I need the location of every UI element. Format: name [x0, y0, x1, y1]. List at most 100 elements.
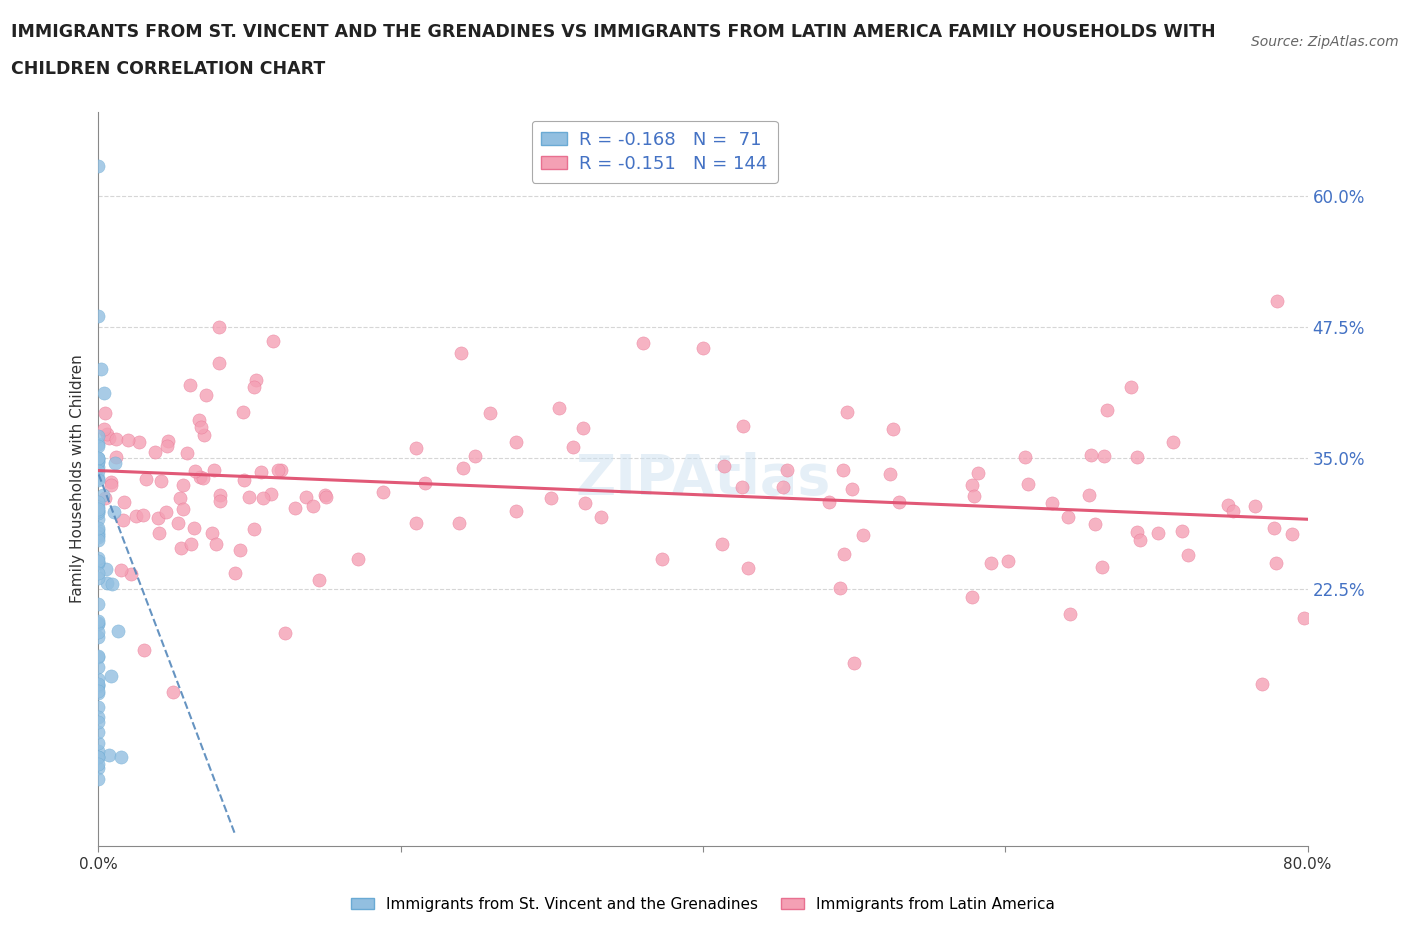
- Immigrants from Latin America: [889, 495, 911, 510]
- Immigrants from Latin America: [98, 431, 121, 445]
- Immigrants from Latin America: [1092, 448, 1115, 463]
- Immigrants from Latin America: [156, 438, 179, 453]
- Immigrants from St. Vincent and the Grenadines: [87, 772, 110, 787]
- Immigrants from St. Vincent and the Grenadines: [87, 551, 110, 565]
- Immigrants from St. Vincent and the Grenadines: [87, 451, 110, 466]
- Immigrants from Latin America: [295, 489, 318, 504]
- Immigrants from Latin America: [960, 478, 983, 493]
- Immigrants from Latin America: [179, 537, 201, 551]
- Immigrants from Latin America: [250, 464, 273, 479]
- Immigrants from Latin America: [1161, 434, 1184, 449]
- Immigrants from Latin America: [148, 511, 170, 525]
- Immigrants from Latin America: [167, 516, 190, 531]
- Immigrants from Latin America: [346, 552, 368, 567]
- Immigrants from Latin America: [1014, 450, 1036, 465]
- Immigrants from St. Vincent and the Grenadines: [87, 677, 110, 692]
- Immigrants from St. Vincent and the Grenadines: [94, 561, 117, 576]
- Immigrants from Latin America: [262, 333, 284, 348]
- Immigrants from Latin America: [228, 543, 250, 558]
- Immigrants from Latin America: [183, 520, 205, 535]
- Immigrants from Latin America: [274, 625, 297, 640]
- Immigrants from Latin America: [201, 525, 224, 540]
- Text: CHILDREN CORRELATION CHART: CHILDREN CORRELATION CHART: [11, 60, 326, 78]
- Immigrants from St. Vincent and the Grenadines: [87, 454, 110, 469]
- Immigrants from St. Vincent and the Grenadines: [87, 512, 110, 526]
- Immigrants from Latin America: [209, 493, 232, 508]
- Immigrants from Latin America: [831, 463, 853, 478]
- Immigrants from Latin America: [852, 527, 875, 542]
- Immigrants from St. Vincent and the Grenadines: [87, 596, 110, 611]
- Text: ZIPAtlas: ZIPAtlas: [575, 452, 831, 506]
- Immigrants from Latin America: [117, 432, 139, 447]
- Immigrants from St. Vincent and the Grenadines: [87, 553, 110, 568]
- Immigrants from St. Vincent and the Grenadines: [87, 615, 110, 630]
- Immigrants from Latin America: [100, 475, 122, 490]
- Legend: Immigrants from St. Vincent and the Grenadines, Immigrants from Latin America: Immigrants from St. Vincent and the Gren…: [344, 891, 1062, 918]
- Immigrants from Latin America: [224, 566, 246, 581]
- Immigrants from Latin America: [818, 495, 841, 510]
- Immigrants from St. Vincent and the Grenadines: [87, 678, 110, 693]
- Immigrants from Latin America: [143, 445, 166, 459]
- Immigrants from St. Vincent and the Grenadines: [101, 577, 124, 591]
- Immigrants from St. Vincent and the Grenadines: [87, 429, 110, 444]
- Immigrants from St. Vincent and the Grenadines: [98, 747, 121, 762]
- Immigrants from Latin America: [371, 485, 394, 499]
- Immigrants from Latin America: [405, 515, 427, 530]
- Immigrants from Latin America: [112, 512, 135, 527]
- Immigrants from Latin America: [963, 488, 986, 503]
- Immigrants from Latin America: [960, 590, 983, 604]
- Immigrants from Latin America: [775, 462, 797, 477]
- Immigrants from Latin America: [172, 501, 194, 516]
- Immigrants from Latin America: [148, 525, 170, 540]
- Immigrants from Latin America: [301, 498, 323, 513]
- Immigrants from Latin America: [193, 428, 215, 443]
- Immigrants from Latin America: [1265, 555, 1288, 570]
- Immigrants from Latin America: [772, 480, 794, 495]
- Immigrants from Latin America: [997, 553, 1019, 568]
- Immigrants from Latin America: [1077, 487, 1099, 502]
- Immigrants from Latin America: [737, 560, 759, 575]
- Immigrants from Latin America: [120, 566, 142, 581]
- Immigrants from St. Vincent and the Grenadines: [87, 494, 110, 509]
- Immigrants from St. Vincent and the Grenadines: [87, 159, 110, 174]
- Immigrants from Latin America: [233, 472, 256, 487]
- Immigrants from Latin America: [713, 458, 735, 473]
- Immigrants from Latin America: [315, 489, 337, 504]
- Immigrants from St. Vincent and the Grenadines: [87, 503, 110, 518]
- Immigrants from St. Vincent and the Grenadines: [87, 500, 110, 515]
- Immigrants from Latin America: [1119, 380, 1142, 395]
- Immigrants from St. Vincent and the Grenadines: [87, 724, 110, 739]
- Immigrants from Latin America: [125, 509, 148, 524]
- Immigrants from St. Vincent and the Grenadines: [87, 463, 110, 478]
- Immigrants from Latin America: [94, 490, 117, 505]
- Immigrants from St. Vincent and the Grenadines: [87, 556, 110, 571]
- Immigrants from Latin America: [128, 434, 150, 449]
- Immigrants from St. Vincent and the Grenadines: [87, 684, 110, 698]
- Immigrants from Latin America: [93, 422, 115, 437]
- Immigrants from Latin America: [132, 508, 155, 523]
- Immigrants from Latin America: [651, 551, 673, 566]
- Immigrants from Latin America: [112, 494, 135, 509]
- Immigrants from Latin America: [1040, 496, 1063, 511]
- Immigrants from Latin America: [1294, 611, 1316, 626]
- Immigrants from Latin America: [1177, 548, 1199, 563]
- Immigrants from St. Vincent and the Grenadines: [90, 362, 112, 377]
- Immigrants from Latin America: [1222, 503, 1244, 518]
- Immigrants from Latin America: [242, 379, 264, 394]
- Immigrants from Latin America: [170, 541, 193, 556]
- Immigrants from Latin America: [1263, 521, 1285, 536]
- Immigrants from Latin America: [1056, 509, 1078, 524]
- Immigrants from St. Vincent and the Grenadines: [87, 555, 110, 570]
- Immigrants from Latin America: [314, 488, 336, 503]
- Immigrants from Latin America: [711, 537, 734, 551]
- Immigrants from St. Vincent and the Grenadines: [87, 761, 110, 776]
- Immigrants from St. Vincent and the Grenadines: [87, 659, 110, 674]
- Immigrants from Latin America: [105, 432, 128, 446]
- Immigrants from Latin America: [149, 473, 172, 488]
- Immigrants from Latin America: [1129, 532, 1152, 547]
- Immigrants from St. Vincent and the Grenadines: [87, 472, 110, 487]
- Immigrants from Latin America: [156, 433, 179, 448]
- Immigrants from Latin America: [980, 555, 1002, 570]
- Immigrants from Latin America: [1084, 516, 1107, 531]
- Immigrants from St. Vincent and the Grenadines: [87, 455, 110, 470]
